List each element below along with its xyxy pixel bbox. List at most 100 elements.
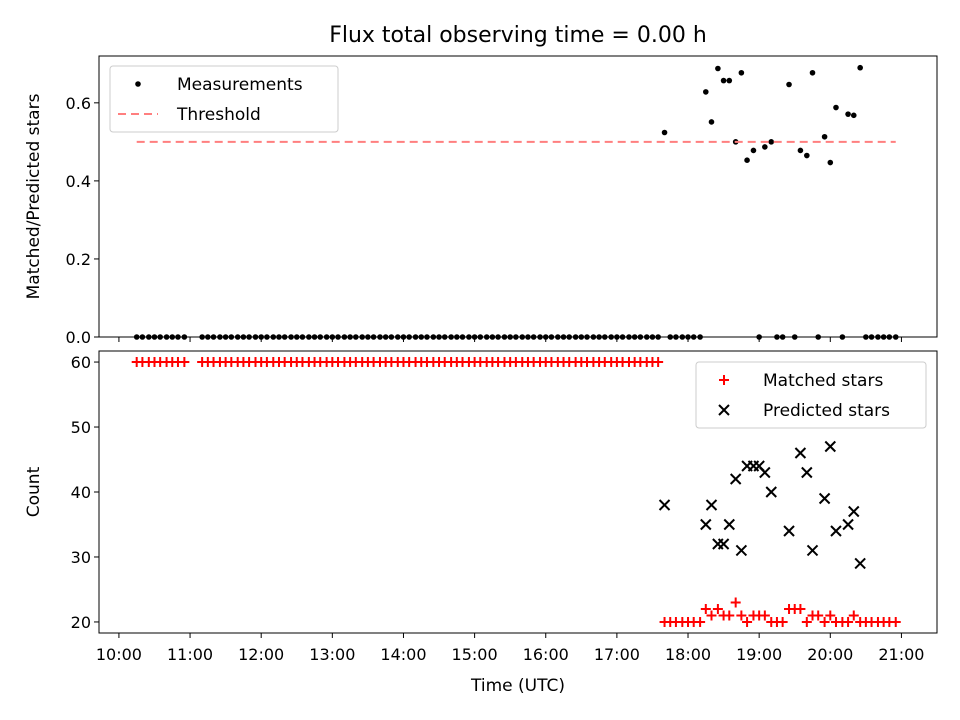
matched-star-point <box>843 616 854 627</box>
measurement-point <box>768 139 775 145</box>
bottom-panel: 20 30 40 50 60 10:00 11:00 12:00 13:00 14:00 15:00… <box>24 350 938 696</box>
y-tick-label: 60 <box>71 353 91 372</box>
matched-star-point <box>777 616 788 627</box>
x-tick-label: 19:00 <box>736 645 782 664</box>
y-tick-label: 0.4 <box>66 172 91 191</box>
measurement-point <box>726 77 733 84</box>
matched-star-point <box>825 610 836 621</box>
measurement-point <box>797 147 804 154</box>
predicted-star-point <box>794 447 807 459</box>
y-tick-label: 0.0 <box>66 328 91 347</box>
matched-star-point <box>795 603 806 614</box>
x-tick-label: 15:00 <box>452 645 498 664</box>
measurement-point <box>827 159 834 166</box>
axes-frame <box>98 350 938 634</box>
predicted-star-point <box>848 505 860 518</box>
measurement-point <box>720 77 727 84</box>
legend-label: Matched stars <box>763 371 883 391</box>
measurement-point <box>809 69 816 76</box>
predicted-star-point <box>842 518 854 531</box>
x-tick-label: 10:00 <box>96 645 142 664</box>
y-axis-label: Count <box>24 466 44 517</box>
legend-measurement-swatch <box>135 81 141 87</box>
matched-star-point <box>819 616 830 627</box>
measurement-point <box>744 157 750 164</box>
predicted-star-point <box>723 518 735 531</box>
measurement-point <box>715 65 721 72</box>
predicted-star-point <box>806 544 819 557</box>
top-panel: 0.0 0.2 0.4 0.6 Matched/Predicted stars Measu… <box>24 55 938 347</box>
x-tick-label: 21:00 <box>878 645 924 664</box>
measurement-point <box>821 133 828 140</box>
legend: Matched stars Predicted stars <box>695 361 927 429</box>
measurement-point <box>750 147 757 154</box>
legend-label: Threshold <box>176 105 261 125</box>
y-axis-label: Matched/Predicted stars <box>24 93 44 299</box>
matched-star-point <box>653 357 664 368</box>
matched-star-point <box>742 616 753 627</box>
matched-star-point <box>724 610 735 621</box>
x-tick-label: 11:00 <box>167 645 213 664</box>
y-tick-label: 50 <box>71 418 91 437</box>
matched-star-point <box>736 610 747 621</box>
x-tick-label: 13:00 <box>309 645 355 664</box>
predicted-star-point <box>700 518 712 531</box>
predicted-star-point <box>735 544 748 557</box>
chart-title: Flux total observing time = 0.00 h <box>329 23 707 48</box>
predicted-star-point <box>801 466 813 479</box>
y-tick-label: 20 <box>71 613 91 632</box>
predicted-star-point <box>818 492 831 505</box>
measurement-point <box>845 111 851 117</box>
matched-star-point <box>706 610 717 621</box>
matched-star-point <box>801 616 812 627</box>
measurement-point <box>804 152 810 159</box>
matched-star-point <box>700 603 711 614</box>
predicted-star-point <box>765 486 777 498</box>
matched-star-point <box>813 610 824 621</box>
predicted-star-point <box>759 466 771 479</box>
y-tick-label: 0.6 <box>66 94 91 113</box>
measurement-point <box>738 69 745 76</box>
legend-matched-swatch <box>719 375 729 385</box>
predicted-star-point <box>824 440 837 453</box>
measurement-point <box>703 89 709 95</box>
legend-label: Measurements <box>177 75 303 95</box>
predicted-star-point <box>658 499 671 511</box>
x-tick-label: 20:00 <box>807 645 853 664</box>
x-tick-label: 18:00 <box>665 645 711 664</box>
predicted-star-point <box>830 525 842 537</box>
measurement-point <box>850 112 857 119</box>
y-tick-label: 30 <box>71 548 91 567</box>
measurement-point <box>708 119 715 125</box>
y-tick-label: 0.2 <box>66 250 91 269</box>
predicted-star-point <box>854 557 866 570</box>
y-tick-label: 40 <box>71 483 91 502</box>
x-axis-label: Time (UTC) <box>470 676 565 696</box>
legend-predicted-swatch <box>718 404 730 416</box>
measurement-point <box>762 144 768 150</box>
matched-star-point <box>179 357 190 368</box>
matched-star-point <box>695 616 706 627</box>
x-tick-label: 16:00 <box>523 645 569 664</box>
x-tick-label: 17:00 <box>594 645 640 664</box>
legend: Measurements Threshold <box>109 65 339 133</box>
x-tick-label: 14:00 <box>380 645 426 664</box>
measurement-point <box>786 81 792 88</box>
axes-frame <box>98 55 938 338</box>
measurement-point <box>661 129 668 136</box>
matched-star-point <box>890 616 901 627</box>
legend-label: Predicted stars <box>763 401 890 421</box>
legend-box <box>695 361 927 429</box>
legend-box <box>109 65 339 133</box>
predicted-star-point <box>783 525 795 537</box>
matched-star-point <box>848 610 859 621</box>
matched-star-point <box>759 610 770 621</box>
x-tick-label: 12:00 <box>238 645 284 664</box>
measurement-point <box>833 104 839 111</box>
matched-star-point <box>730 597 741 608</box>
measurement-point <box>857 64 863 71</box>
matched-star-point <box>712 603 723 614</box>
predicted-star-point <box>705 499 718 511</box>
predicted-star-point <box>729 473 742 485</box>
